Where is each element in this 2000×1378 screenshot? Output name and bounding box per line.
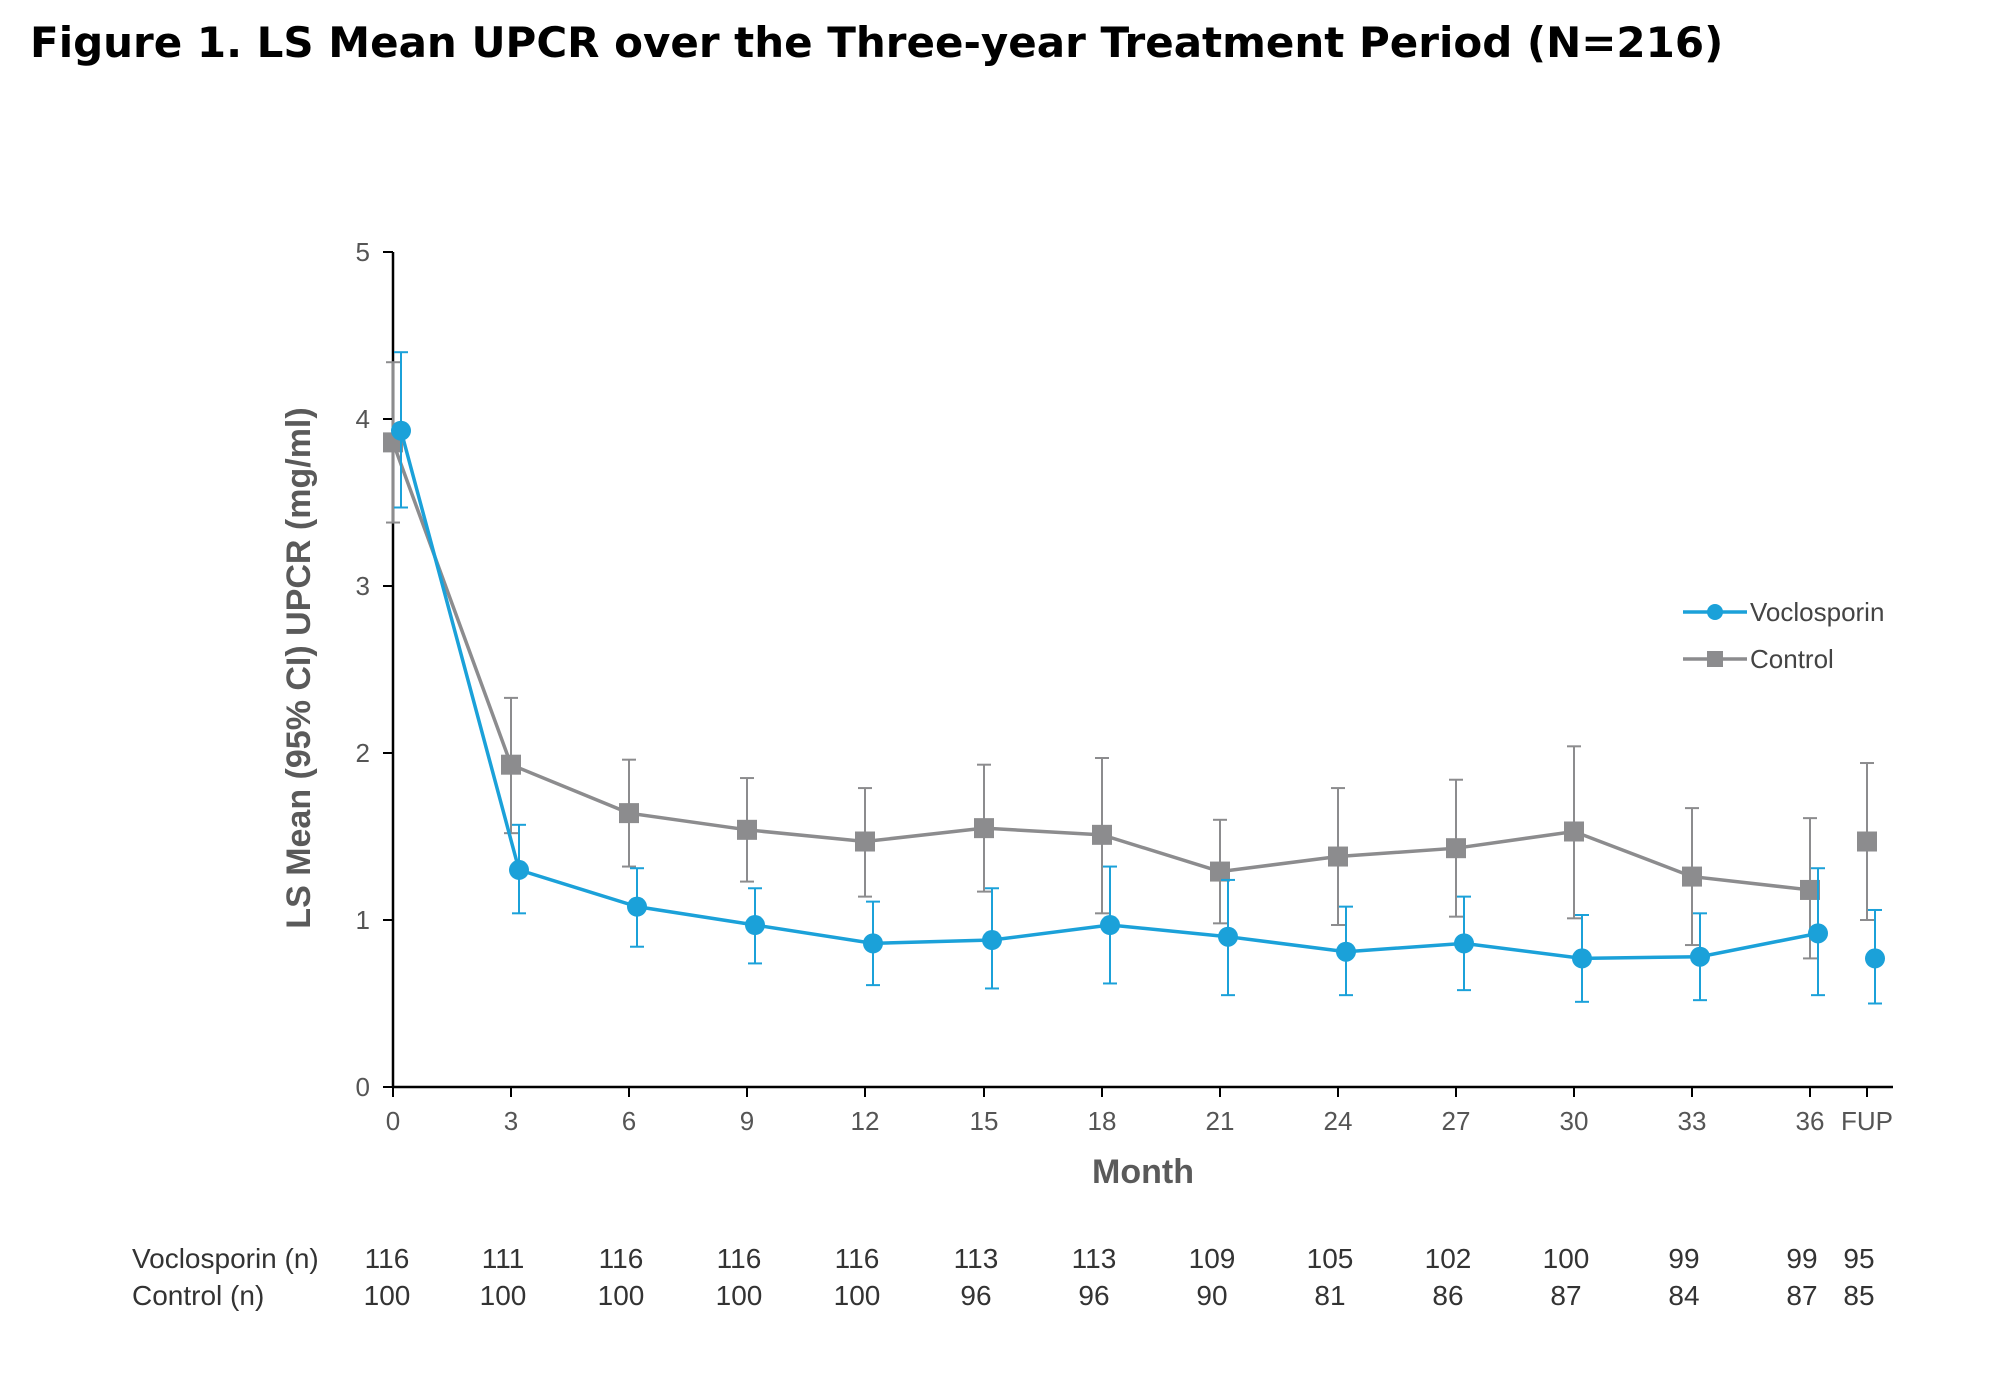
- axes: [391, 252, 1893, 1089]
- data-point: [627, 896, 647, 917]
- n-table-cell: 105: [1307, 1243, 1354, 1274]
- y-tick-label: 4: [356, 404, 370, 434]
- n-table-cell: 111: [482, 1243, 525, 1274]
- y-tick-label: 2: [356, 738, 370, 768]
- n-table-cell: 116: [599, 1243, 644, 1274]
- data-point: [855, 831, 875, 852]
- n-table-cell: 116: [717, 1243, 762, 1274]
- n-table-cell: 85: [1843, 1280, 1874, 1311]
- data-point: [863, 933, 883, 954]
- data-point: [509, 859, 529, 880]
- x-axis-title: Month: [1092, 1153, 1194, 1191]
- n-table-cell: 99: [1668, 1243, 1699, 1274]
- x-tick-label: 36: [1796, 1106, 1825, 1136]
- x-tick-label: 30: [1560, 1106, 1589, 1136]
- x-tick-label: 24: [1324, 1106, 1353, 1136]
- data-point: [745, 915, 765, 936]
- y-axis-title: LS Mean (95% CI) UPCR (mg/ml): [280, 407, 318, 928]
- x-tick-label: 27: [1442, 1106, 1471, 1136]
- x-tick-label: 12: [851, 1106, 880, 1136]
- figure-title: Figure 1. LS Mean UPCR over the Three-ye…: [30, 18, 1724, 67]
- data-point: [391, 420, 411, 441]
- n-table-cell: 96: [960, 1280, 991, 1311]
- data-point: [1336, 941, 1356, 962]
- legend-label: Control: [1750, 644, 1834, 674]
- x-tick-label: 0: [386, 1106, 400, 1136]
- data-point: [1210, 861, 1230, 882]
- n-table-cell: 100: [598, 1280, 645, 1311]
- data-point: [1690, 946, 1710, 967]
- n-table-cell: 100: [1543, 1243, 1590, 1274]
- data-point: [1218, 926, 1238, 947]
- data-point: [1092, 824, 1112, 845]
- data-point: [1446, 838, 1466, 859]
- n-table-cell: 113: [1072, 1243, 1117, 1274]
- data-point: [1857, 831, 1877, 852]
- legend-marker: [1707, 604, 1723, 620]
- x-tick-label: 33: [1678, 1106, 1707, 1136]
- n-table-cell: 100: [364, 1280, 411, 1311]
- n-table-cell: 84: [1668, 1280, 1699, 1311]
- series-control: [383, 361, 1877, 960]
- data-point: [1865, 948, 1885, 969]
- n-table-cell: 96: [1078, 1280, 1109, 1311]
- legend-label: Voclosporin: [1750, 597, 1884, 627]
- x-tick-label: 18: [1088, 1106, 1117, 1136]
- x-tick-label: 3: [504, 1106, 518, 1136]
- series-layer: [383, 351, 1885, 1005]
- data-point: [1800, 879, 1820, 900]
- x-tick-label: 9: [740, 1106, 754, 1136]
- data-point: [737, 819, 757, 840]
- data-point: [1572, 948, 1592, 969]
- n-table-cell: 86: [1432, 1280, 1463, 1311]
- n-table-cell: 116: [365, 1243, 410, 1274]
- data-point: [982, 930, 1002, 951]
- data-point: [1808, 923, 1828, 944]
- n-table-cell: 90: [1196, 1280, 1227, 1311]
- data-point: [1328, 846, 1348, 867]
- y-tick-label: 0: [356, 1072, 370, 1102]
- n-table-cell: 116: [835, 1243, 880, 1274]
- y-tick-label: 1: [356, 905, 370, 935]
- data-point: [1100, 915, 1120, 936]
- data-point: [974, 818, 994, 839]
- legend-marker: [1707, 651, 1723, 667]
- n-table-cell: 87: [1786, 1280, 1817, 1311]
- n-table-cell: 87: [1550, 1280, 1581, 1311]
- x-tick-label: FUP: [1841, 1106, 1893, 1136]
- n-table-cell: 100: [834, 1280, 881, 1311]
- x-tick-label: 15: [970, 1106, 999, 1136]
- y-tick-label: 3: [356, 571, 370, 601]
- data-point: [1564, 821, 1584, 842]
- n-table-cell: 99: [1786, 1243, 1817, 1274]
- n-table-cell: 109: [1189, 1243, 1236, 1274]
- n-table-cell: 100: [480, 1280, 527, 1311]
- y-tick-label: 5: [356, 237, 370, 267]
- n-table-cell: 100: [716, 1280, 763, 1311]
- n-table: Voclosporin (n) 116 111 116 116 116 113 113 109 1…: [132, 1243, 1875, 1311]
- x-tick-label: 6: [622, 1106, 636, 1136]
- legend: Voclosporin Control: [1683, 597, 1884, 674]
- n-table-cell: 95: [1843, 1243, 1874, 1274]
- data-point: [1454, 933, 1474, 954]
- n-table-row-label: Control (n): [132, 1280, 264, 1311]
- x-tick-label: 21: [1206, 1106, 1235, 1136]
- n-table-cell: 102: [1425, 1243, 1472, 1274]
- n-table-row-label: Voclosporin (n): [132, 1243, 319, 1274]
- n-table-cell: 113: [954, 1243, 999, 1274]
- series-voclosporin: [391, 351, 1885, 1005]
- data-point: [1682, 866, 1702, 887]
- data-point: [501, 754, 521, 775]
- n-table-cell: 81: [1314, 1280, 1345, 1311]
- data-point: [619, 803, 639, 824]
